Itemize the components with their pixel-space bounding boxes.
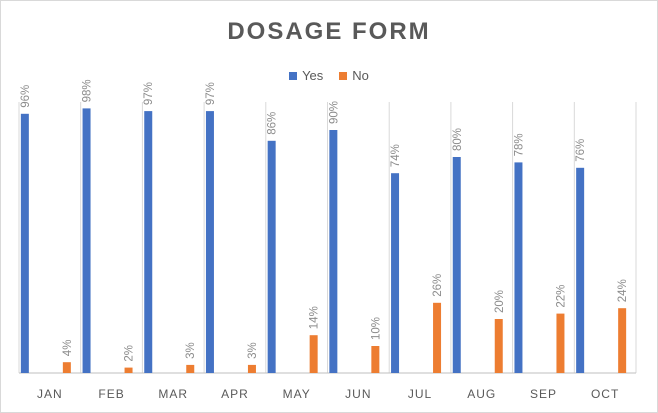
- bar-yes-jan: [20, 113, 29, 374]
- legend-label-yes: Yes: [302, 68, 324, 83]
- bar-yes-sep: [514, 162, 523, 373]
- x-tick-label: SEP: [530, 387, 557, 401]
- legend-item-yes: Yes: [289, 68, 323, 83]
- legend-item-no: No: [339, 68, 369, 83]
- bar-yes-feb: [82, 108, 91, 374]
- bar-yes-apr: [205, 111, 214, 373]
- x-tick-label: FEB: [98, 387, 124, 401]
- legend-swatch-no: [339, 71, 348, 80]
- legend-swatch-yes: [289, 71, 298, 80]
- x-tick-label: APR: [221, 387, 249, 401]
- data-label-yes-jul: 74%: [390, 144, 402, 167]
- x-tick-label: MAY: [283, 387, 311, 401]
- data-label-yes-feb: 98%: [82, 79, 94, 102]
- bar-yes-mar: [144, 111, 153, 373]
- data-label-yes-jun: 90%: [328, 101, 340, 124]
- bar-no-jul: [433, 302, 442, 373]
- data-label-yes-may: 86%: [267, 112, 279, 135]
- bar-no-oct: [618, 308, 627, 373]
- bar-no-mar: [186, 364, 195, 373]
- bar-yes-oct: [576, 167, 585, 373]
- data-label-no-apr: 3%: [247, 342, 259, 359]
- chart-title: DOSAGE FORM: [227, 18, 431, 45]
- x-tick-label: MAR: [158, 387, 188, 401]
- bar-yes-jul: [391, 173, 400, 373]
- bar-no-may: [309, 335, 318, 373]
- data-label-no-sep: 22%: [555, 285, 567, 308]
- data-label-no-aug: 20%: [494, 290, 506, 313]
- data-label-yes-jan: 96%: [20, 85, 32, 108]
- bar-no-sep: [556, 313, 565, 373]
- bar-no-jun: [371, 346, 380, 373]
- bar-no-aug: [494, 319, 503, 373]
- x-tick-label: AUG: [467, 387, 496, 401]
- x-tick-label: JAN: [37, 387, 63, 401]
- data-label-yes-aug: 80%: [452, 128, 464, 151]
- x-tick-label: JUN: [345, 387, 371, 401]
- data-label-yes-oct: 76%: [575, 139, 587, 162]
- data-label-no-may: 14%: [309, 306, 321, 329]
- data-label-no-feb: 2%: [124, 345, 136, 362]
- data-label-no-jul: 26%: [432, 274, 444, 297]
- data-label-yes-mar: 97%: [143, 82, 155, 105]
- bar-no-jan: [62, 362, 71, 373]
- legend-label-no: No: [352, 68, 369, 83]
- data-label-yes-sep: 78%: [513, 133, 525, 156]
- data-label-no-oct: 24%: [617, 279, 629, 302]
- x-tick-label: OCT: [591, 387, 619, 401]
- bar-no-apr: [247, 364, 256, 373]
- data-label-yes-apr: 97%: [205, 82, 217, 105]
- chart-legend: Yes No: [0, 68, 658, 83]
- bar-no-feb: [124, 367, 133, 373]
- x-tick-label: JUL: [408, 387, 432, 401]
- bar-yes-may: [267, 140, 276, 373]
- data-label-no-jun: 10%: [370, 317, 382, 340]
- data-label-no-jan: 4%: [62, 340, 74, 357]
- bar-yes-aug: [452, 157, 461, 373]
- bar-yes-jun: [329, 130, 338, 373]
- data-label-no-mar: 3%: [185, 342, 197, 359]
